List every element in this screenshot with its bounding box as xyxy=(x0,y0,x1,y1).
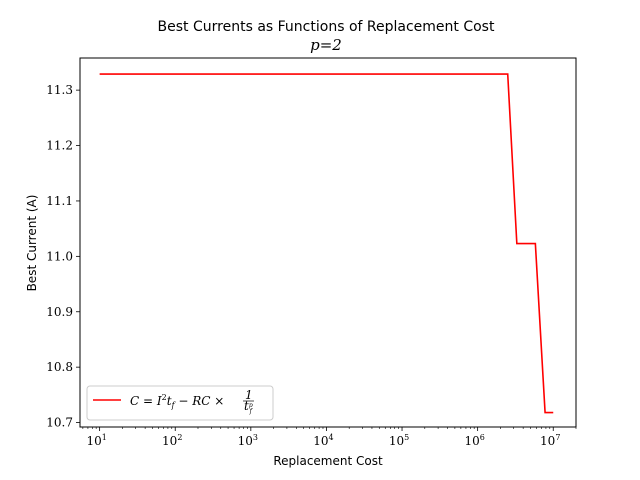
legend-c: C xyxy=(130,394,139,408)
x-tick-base: 10 xyxy=(389,434,404,448)
y-axis-ticks: 10.7 10.8 10.9 11.0 11.1 11.2 11.3 xyxy=(46,83,80,430)
legend-t-sub: f xyxy=(171,401,177,410)
x-tick-label: 103 xyxy=(238,433,258,448)
chart-title: Best Currents as Functions of Replacemen… xyxy=(158,19,495,35)
x-axis-label: Replacement Cost xyxy=(273,454,383,468)
series-layer xyxy=(99,73,554,414)
x-tick-exponent: 5 xyxy=(404,433,409,442)
legend-minus-rc: − RC × xyxy=(175,394,229,408)
y-tick-label: 11.0 xyxy=(46,249,73,263)
legend-frac-num: 1 xyxy=(245,388,253,402)
x-tick-base: 10 xyxy=(313,434,328,448)
chart-subtitle: p=2 xyxy=(310,36,342,54)
legend-box xyxy=(86,385,274,421)
x-tick-exponent: 2 xyxy=(177,433,182,442)
x-tick-exponent: 3 xyxy=(253,433,258,442)
legend-entry: C = I2tf − RC × xyxy=(130,393,228,410)
y-tick-label: 10.9 xyxy=(46,305,73,319)
legend-eq: = xyxy=(139,394,157,408)
x-tick-label: 105 xyxy=(389,433,409,448)
x-tick-label: 106 xyxy=(464,433,484,448)
legend-frac-den: tp f xyxy=(244,399,254,415)
x-tick-base: 10 xyxy=(162,434,177,448)
x-tick-base: 10 xyxy=(238,434,253,448)
legend-den-sup: p xyxy=(249,402,253,409)
x-tick-label: 101 xyxy=(86,433,106,448)
legend-i: I xyxy=(156,394,162,408)
legend-i-sq: 2 xyxy=(162,393,167,402)
x-tick-base: 10 xyxy=(464,434,479,448)
x-tick-exponent: 6 xyxy=(480,433,485,442)
legend-t: t xyxy=(167,394,172,408)
plot-area: 101 102 103 104 105 106 107 10.710.810.911.011… xyxy=(46,57,577,448)
y-tick-label: 10.8 xyxy=(46,360,73,374)
y-tick-label: 11.2 xyxy=(46,139,73,153)
legend[interactable]: C = I2tf − RC × 1 tp f xyxy=(86,385,274,421)
x-tick-exponent: 7 xyxy=(555,433,560,442)
legend-den-t: t xyxy=(244,399,249,413)
y-tick-label: 11.3 xyxy=(46,83,73,97)
series-line-0 xyxy=(99,73,554,414)
x-tick-label: 102 xyxy=(162,433,182,448)
legend-den-sub: f xyxy=(249,408,254,415)
x-axis-ticks: 101 102 103 104 105 106 107 xyxy=(82,427,577,448)
x-tick-exponent: 4 xyxy=(329,433,334,442)
x-tick-base: 10 xyxy=(86,434,101,448)
x-tick-label: 104 xyxy=(313,433,333,448)
y-axis-label: Best Current (A) xyxy=(25,195,39,292)
plot-frame xyxy=(79,57,577,428)
y-tick-label: 10.7 xyxy=(46,416,73,430)
x-tick-base: 10 xyxy=(540,434,555,448)
y-tick-label: 11.1 xyxy=(46,194,73,208)
x-tick-exponent: 1 xyxy=(102,433,107,442)
x-tick-label: 107 xyxy=(540,433,560,448)
